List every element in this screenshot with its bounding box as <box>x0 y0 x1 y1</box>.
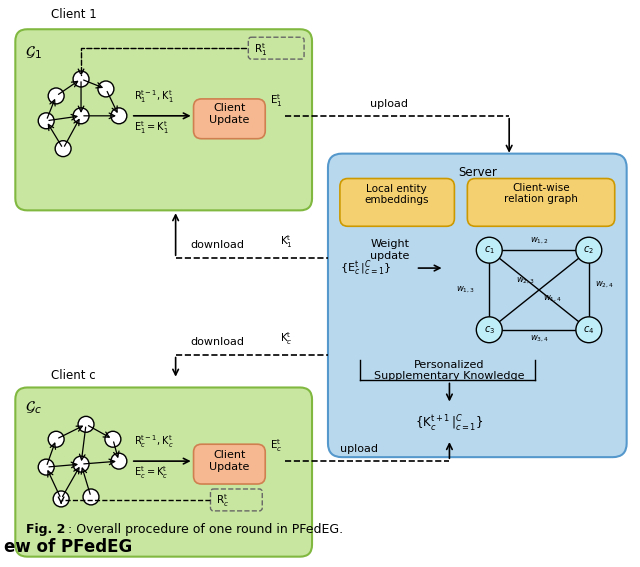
Text: download: download <box>191 337 244 346</box>
Circle shape <box>38 459 54 475</box>
Text: $\mathrm{R}_1^{\mathrm{t-1}}, \mathrm{K}_1^\mathrm{t}$: $\mathrm{R}_1^{\mathrm{t-1}}, \mathrm{K}… <box>134 88 173 105</box>
Text: upload: upload <box>370 99 408 109</box>
Text: Personalized
Supplementary Knowledge: Personalized Supplementary Knowledge <box>374 359 525 381</box>
FancyBboxPatch shape <box>15 387 312 557</box>
Text: $\mathrm{E}_1^\mathrm{t} = \mathrm{K}_1^\mathrm{t}$: $\mathrm{E}_1^\mathrm{t} = \mathrm{K}_1^… <box>134 119 169 136</box>
Circle shape <box>83 489 99 505</box>
Circle shape <box>476 237 502 263</box>
Text: Weight
update: Weight update <box>370 239 410 261</box>
Circle shape <box>73 108 89 124</box>
Text: upload: upload <box>340 444 378 454</box>
Text: $w_{1,2}$: $w_{1,2}$ <box>530 236 548 246</box>
Circle shape <box>98 81 114 97</box>
Text: : Overall procedure of one round in PFedEG.: : Overall procedure of one round in PFed… <box>68 523 343 536</box>
Text: $w_{2,4}$: $w_{2,4}$ <box>595 280 614 290</box>
Circle shape <box>576 317 602 342</box>
Text: Server: Server <box>458 166 497 179</box>
FancyBboxPatch shape <box>15 29 312 210</box>
Text: download: download <box>191 240 244 250</box>
Text: $\mathrm{E}_1^\mathrm{t}$: $\mathrm{E}_1^\mathrm{t}$ <box>270 92 283 109</box>
FancyBboxPatch shape <box>467 179 614 226</box>
Text: $\mathrm{E}_c^\mathrm{t}$: $\mathrm{E}_c^\mathrm{t}$ <box>270 437 283 454</box>
Circle shape <box>476 317 502 342</box>
FancyBboxPatch shape <box>328 154 627 457</box>
Circle shape <box>48 88 64 104</box>
Circle shape <box>48 431 64 447</box>
Text: $\mathrm{K}_1^\mathrm{t}$: $\mathrm{K}_1^\mathrm{t}$ <box>280 234 293 250</box>
Text: Client c: Client c <box>51 369 96 382</box>
Text: $c_3$: $c_3$ <box>484 324 495 336</box>
Circle shape <box>73 456 89 472</box>
Circle shape <box>53 491 69 507</box>
Text: Client 1: Client 1 <box>51 9 97 22</box>
Circle shape <box>105 431 121 447</box>
Text: ew of PFedEG: ew of PFedEG <box>4 538 132 556</box>
Text: $\mathcal{G}_c$: $\mathcal{G}_c$ <box>26 399 42 416</box>
Circle shape <box>576 237 602 263</box>
Text: Client-wise
relation graph: Client-wise relation graph <box>504 183 578 204</box>
Text: Client
Update: Client Update <box>209 103 250 125</box>
Text: $\mathrm{E}_c^\mathrm{t} = \mathrm{K}_c^\mathrm{t}$: $\mathrm{E}_c^\mathrm{t} = \mathrm{K}_c^… <box>134 464 168 481</box>
Text: $\{\mathrm{K}_c^{\mathrm{t+1}}\,|_{c=1}^C\}$: $\{\mathrm{K}_c^{\mathrm{t+1}}\,|_{c=1}^… <box>415 414 484 434</box>
Text: $\mathrm{R}_c^\mathrm{t}$: $\mathrm{R}_c^\mathrm{t}$ <box>216 492 230 509</box>
Circle shape <box>73 71 89 87</box>
FancyBboxPatch shape <box>340 179 454 226</box>
Text: $w_{3,4}$: $w_{3,4}$ <box>529 334 548 344</box>
Text: $\{\mathrm{E}_c^\mathrm{t}\,|_{c=1}^C\}$: $\{\mathrm{E}_c^\mathrm{t}\,|_{c=1}^C\}$ <box>340 259 391 278</box>
Text: $\mathrm{R}_c^{\mathrm{t-1}}, \mathrm{K}_c^\mathrm{t}$: $\mathrm{R}_c^{\mathrm{t-1}}, \mathrm{K}… <box>134 433 173 450</box>
Text: Fig. 2: Fig. 2 <box>26 523 66 536</box>
Text: $c_4$: $c_4$ <box>583 324 595 336</box>
Text: $w_{1,4}$: $w_{1,4}$ <box>543 294 562 304</box>
Text: $c_1$: $c_1$ <box>484 244 495 256</box>
FancyBboxPatch shape <box>193 99 265 139</box>
Text: $\mathrm{R}_1^\mathrm{t}$: $\mathrm{R}_1^\mathrm{t}$ <box>254 41 268 58</box>
Circle shape <box>38 113 54 129</box>
Text: $\mathrm{K}_c^\mathrm{t}$: $\mathrm{K}_c^\mathrm{t}$ <box>280 330 293 346</box>
Text: Client
Update: Client Update <box>209 450 250 472</box>
Circle shape <box>111 453 127 469</box>
FancyBboxPatch shape <box>193 444 265 484</box>
Circle shape <box>78 416 94 432</box>
Text: $\mathcal{G}_1$: $\mathcal{G}_1$ <box>26 44 42 61</box>
Text: $w_{1,3}$: $w_{1,3}$ <box>456 285 476 295</box>
Circle shape <box>111 108 127 124</box>
Text: Local entity
embeddings: Local entity embeddings <box>364 184 429 205</box>
Text: $c_2$: $c_2$ <box>584 244 595 256</box>
Text: $w_{2,3}$: $w_{2,3}$ <box>516 276 535 286</box>
Circle shape <box>55 141 71 156</box>
